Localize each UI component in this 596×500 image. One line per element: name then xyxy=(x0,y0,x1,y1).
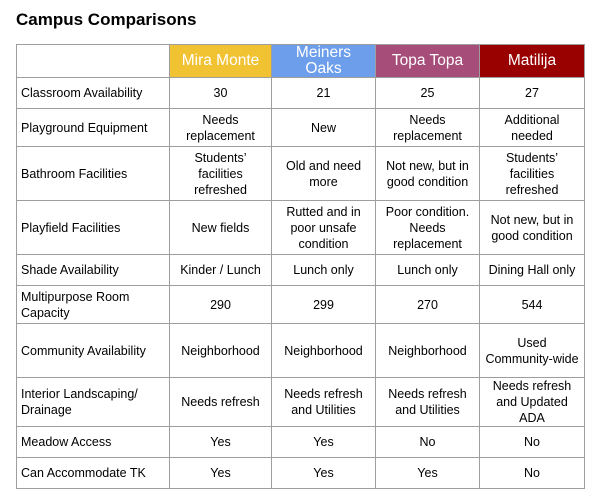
comparison-table: Mira Monte Meiners Oaks Topa Topa Matili… xyxy=(16,44,585,489)
table-cell: 30 xyxy=(169,77,272,109)
table-cell: Old and need more xyxy=(271,146,376,201)
table-row: Bathroom Facilities Students’ facilities … xyxy=(16,146,585,201)
table-cell: Students’ facilities refreshed xyxy=(479,146,585,201)
table-cell: 21 xyxy=(271,77,376,109)
table-row: Playground Equipment Needs replacement New… xyxy=(16,108,585,147)
table-cell: 27 xyxy=(479,77,585,109)
table-cell: Yes xyxy=(271,457,376,489)
table-cell: 270 xyxy=(375,285,480,324)
row-label: Community Availability xyxy=(16,323,170,378)
table-cell: Not new, but in good condition xyxy=(479,200,585,255)
table-cell: Kinder / Lunch xyxy=(169,254,272,286)
column-header-topa-topa: Topa Topa xyxy=(375,44,480,78)
table-row: Can Accommodate TK Yes Yes Yes No xyxy=(16,457,585,489)
table-cell: Yes xyxy=(169,426,272,458)
table-cell: 299 xyxy=(271,285,376,324)
table-cell: Neighborhood xyxy=(169,323,272,378)
row-label: Playground Equipment xyxy=(16,108,170,147)
table-cell: Neighborhood xyxy=(375,323,480,378)
table-cell: Yes xyxy=(271,426,376,458)
table-row: Shade Availability Kinder / Lunch Lunch on… xyxy=(16,254,585,286)
table-cell: Yes xyxy=(169,457,272,489)
table-cell: Needs replacement xyxy=(169,108,272,147)
table-cell: Rutted and in poor unsafe condition xyxy=(271,200,376,255)
column-header-meiners-oaks: Meiners Oaks xyxy=(271,44,376,78)
table-cell: Needs replacement xyxy=(375,108,480,147)
table-cell: Needs refresh xyxy=(169,377,272,427)
table-cell: Lunch only xyxy=(375,254,480,286)
page-title: Campus Comparisons xyxy=(16,10,197,29)
table-cell: No xyxy=(479,426,585,458)
table-cell: Needs refresh and Utilities xyxy=(271,377,376,427)
row-label: Meadow Access xyxy=(16,426,170,458)
row-label: Interior Landscaping/ Drainage xyxy=(16,377,170,427)
row-label: Multipurpose Room Capacity xyxy=(16,285,170,324)
table-row: Interior Landscaping/ Drainage Needs refr… xyxy=(16,377,585,427)
table-cell: Poor condition. Needs replacement xyxy=(375,200,480,255)
table-cell: 25 xyxy=(375,77,480,109)
table-cell: Students’ facilities refreshed xyxy=(169,146,272,201)
row-label: Playfield Facilities xyxy=(16,200,170,255)
column-header-matilija: Matilija xyxy=(479,44,585,78)
row-label: Can Accommodate TK xyxy=(16,457,170,489)
table-row: Meadow Access Yes Yes No No xyxy=(16,426,585,458)
table-cell: Lunch only xyxy=(271,254,376,286)
table-cell: Used Community-wide xyxy=(479,323,585,378)
header-corner-cell xyxy=(16,44,170,78)
table-row: Community Availability Neighborhood Neighb… xyxy=(16,323,585,378)
table-cell: Neighborhood xyxy=(271,323,376,378)
table-row: Playfield Facilities New fields Rutted and… xyxy=(16,200,585,255)
table-cell: Dining Hall only xyxy=(479,254,585,286)
table-cell: New fields xyxy=(169,200,272,255)
table-cell: Additional needed xyxy=(479,108,585,147)
table-cell: No xyxy=(375,426,480,458)
table-cell: 290 xyxy=(169,285,272,324)
table-row: Multipurpose Room Capacity 290 299 270 544 xyxy=(16,285,585,324)
row-label: Classroom Availability xyxy=(16,77,170,109)
table-cell: New xyxy=(271,108,376,147)
table-cell: Needs refresh and Updated ADA xyxy=(479,377,585,427)
row-label: Bathroom Facilities xyxy=(16,146,170,201)
table-cell: Yes xyxy=(375,457,480,489)
row-label: Shade Availability xyxy=(16,254,170,286)
table-cell: No xyxy=(479,457,585,489)
header-row: Mira Monte Meiners Oaks Topa Topa Matili… xyxy=(16,44,585,78)
table-row: Classroom Availability 30 21 25 27 xyxy=(16,77,585,109)
table-cell: Needs refresh and Utilities xyxy=(375,377,480,427)
table-cell: 544 xyxy=(479,285,585,324)
table-cell: Not new, but in good condition xyxy=(375,146,480,201)
column-header-mira-monte: Mira Monte xyxy=(169,44,272,78)
